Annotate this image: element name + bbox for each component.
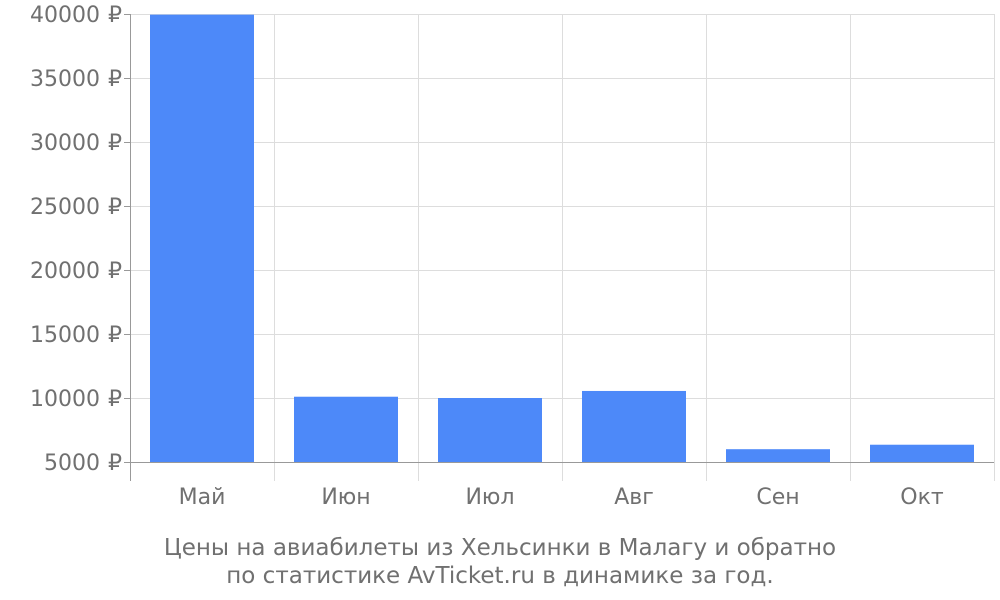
y-tick-currency: ₽: [108, 3, 122, 28]
y-tick-label: 25000: [30, 195, 100, 220]
bar-5: [870, 444, 974, 462]
chart-caption-line-2: по статистике AvTicket.ru в динамике за …: [226, 563, 774, 589]
bar-3: [582, 390, 686, 462]
y-tick-currency: ₽: [108, 67, 122, 92]
y-tick-label: 15000: [30, 323, 100, 348]
chart-caption-line-1: Цены на авиабилеты из Хельсинки в Малагу…: [163, 535, 837, 561]
bar-2: [438, 398, 542, 462]
y-tick-label: 20000: [30, 259, 100, 284]
y-tick-label: 40000: [30, 3, 100, 28]
y-tick-label: 10000: [30, 387, 100, 412]
x-tick-label: Сен: [756, 485, 799, 510]
grid: [130, 14, 995, 481]
y-tick-labels: 5000 ₽10000 ₽15000 ₽20000 ₽25000 ₽30000 ₽35000…: [30, 3, 122, 476]
y-tick-currency: ₽: [108, 195, 122, 220]
y-tick-label: 5000: [44, 451, 100, 476]
x-tick-labels: Май Июн Июл Авг Сен Окт: [179, 485, 944, 510]
x-tick-label: Май: [179, 485, 226, 510]
axes: [124, 14, 994, 481]
bar-4: [726, 449, 830, 462]
y-tick-currency: ₽: [108, 323, 122, 348]
y-tick-currency: ₽: [108, 387, 122, 412]
x-tick-label: Июн: [321, 485, 370, 510]
bars: [150, 14, 974, 462]
y-tick-currency: ₽: [108, 451, 122, 476]
bar-0: [150, 14, 254, 462]
x-tick-label: Окт: [900, 485, 944, 510]
x-tick-label: Июл: [465, 485, 514, 510]
y-tick-label: 35000: [30, 67, 100, 92]
x-tick-label: Авг: [614, 485, 654, 510]
y-tick-label: 30000: [30, 131, 100, 156]
y-tick-currency: ₽: [108, 259, 122, 284]
bar-1: [294, 396, 398, 462]
y-tick-currency: ₽: [108, 131, 122, 156]
